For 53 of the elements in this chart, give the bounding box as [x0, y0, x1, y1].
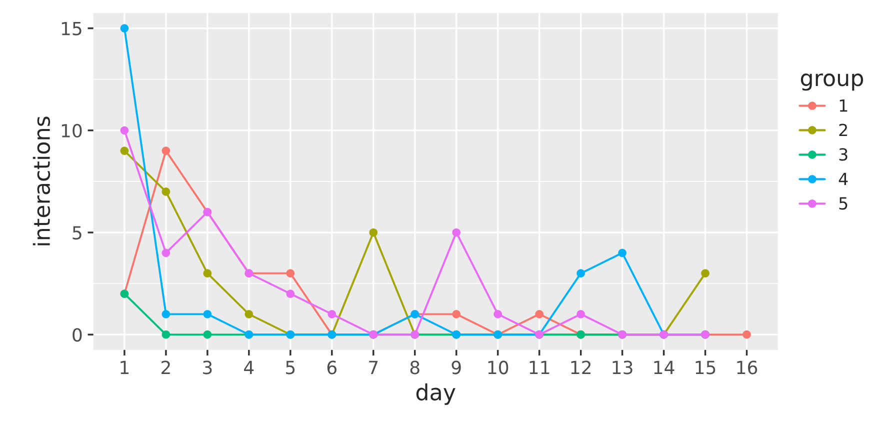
- x-tick-label: 13: [612, 360, 632, 374]
- legend-label: 2: [839, 124, 847, 136]
- y-tick-label: 5: [72, 226, 82, 240]
- legend-label: 5: [839, 197, 848, 210]
- point: [328, 310, 336, 318]
- point: [162, 310, 170, 318]
- x-tick-label: 5: [286, 360, 295, 374]
- point: [494, 310, 502, 318]
- point: [742, 330, 751, 339]
- point: [535, 310, 544, 318]
- x-tick-label: 2: [162, 360, 170, 374]
- x-tick-label: 8: [410, 360, 420, 374]
- legend-title: group: [800, 74, 864, 91]
- point: [244, 310, 254, 318]
- point: [576, 269, 585, 278]
- point: [618, 248, 626, 258]
- x-axis-title: day: [416, 383, 456, 405]
- x-tick-label: 10: [488, 360, 508, 374]
- legend-label: 3: [839, 148, 848, 161]
- y-tick-label: 15: [62, 22, 82, 36]
- point: [162, 187, 170, 196]
- point: [162, 146, 170, 155]
- x-tick-label: 11: [530, 360, 550, 374]
- point: [369, 228, 378, 237]
- x-tick-label: 3: [203, 360, 212, 374]
- x-tick-label: 4: [244, 360, 254, 374]
- point: [203, 310, 212, 318]
- y-axis-title: interactions: [32, 116, 50, 246]
- x-tick-label: 15: [696, 360, 716, 374]
- x-tick-label: 14: [654, 360, 674, 374]
- point: [452, 310, 461, 318]
- point: [576, 310, 585, 318]
- legend-label: 4: [838, 172, 848, 185]
- legend-label: 1: [840, 99, 848, 112]
- x-tick-label: 16: [737, 360, 758, 374]
- x-tick-label: 9: [452, 360, 461, 374]
- y-tick-label: 10: [62, 124, 82, 138]
- point: [286, 269, 295, 278]
- x-tick-label: 1: [120, 360, 129, 374]
- point: [120, 24, 129, 32]
- point: [286, 290, 295, 298]
- point: [162, 248, 170, 258]
- y-tick-label: 0: [72, 328, 82, 342]
- point: [120, 146, 129, 155]
- x-tick-label: 7: [369, 360, 378, 374]
- point: [452, 228, 461, 237]
- point: [120, 126, 129, 135]
- point: [203, 269, 212, 278]
- point: [203, 330, 212, 339]
- point: [162, 330, 170, 339]
- x-tick-label: 12: [571, 360, 590, 374]
- x-tick-label: 6: [327, 360, 336, 374]
- point: [701, 269, 710, 278]
